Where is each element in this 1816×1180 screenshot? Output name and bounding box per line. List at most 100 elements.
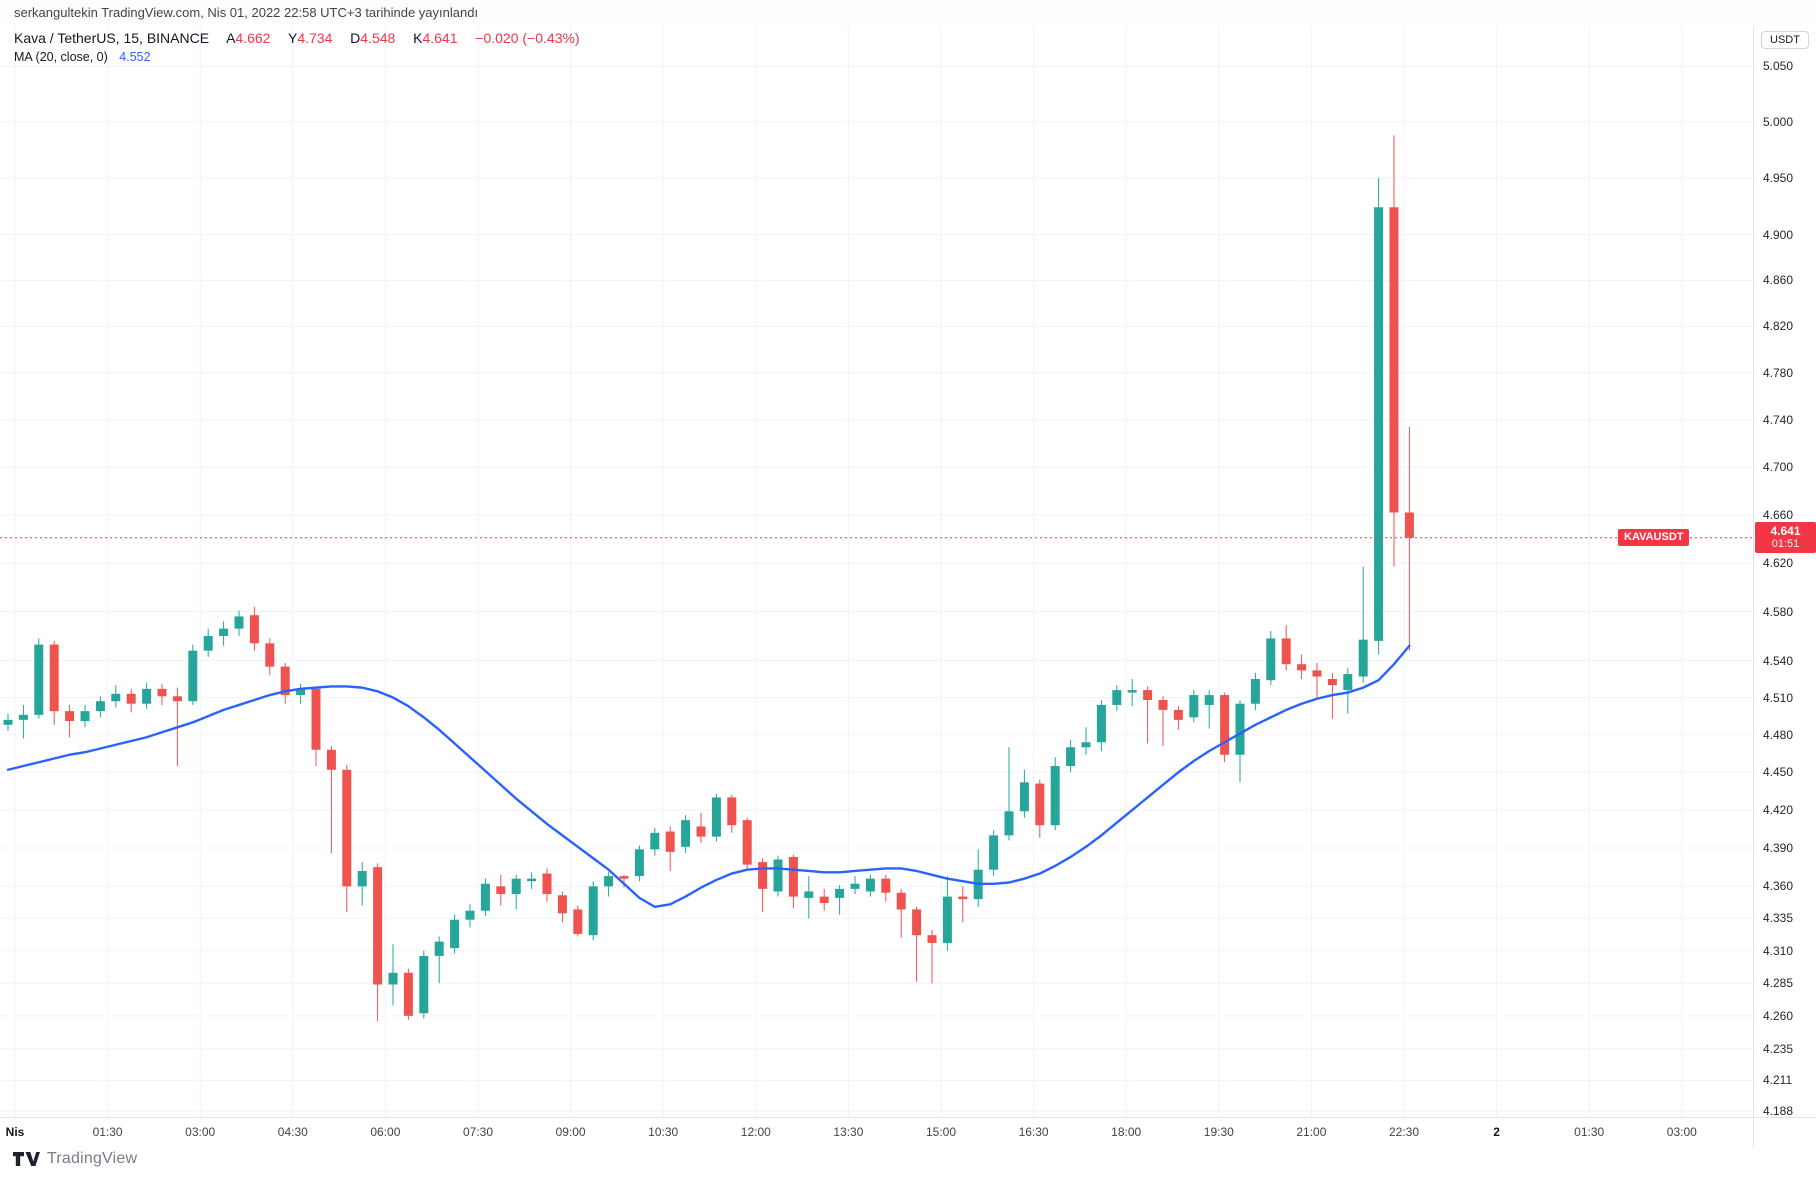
chart-legend: Kava / TetherUS, 15, BINANCE A4.662 Y4.7…	[14, 30, 580, 64]
price-tick-label: 4.660	[1763, 507, 1794, 522]
candle-body	[1173, 709, 1183, 720]
time-tick-label: 01:30	[92, 1125, 123, 1139]
price-tick-label: 4.335	[1763, 911, 1794, 926]
symbol-title[interactable]: Kava / TetherUS, 15, BINANCE	[14, 30, 210, 46]
candle-body	[280, 666, 290, 696]
candle-body	[1235, 703, 1245, 755]
candle-body	[819, 896, 829, 903]
candle-body	[665, 831, 675, 852]
candle-body	[49, 644, 59, 712]
time-tick-label: 2	[1493, 1125, 1500, 1139]
ma-indicator-label[interactable]: MA (20, close, 0)	[14, 50, 108, 64]
price-tick-label: 4.580	[1763, 604, 1794, 619]
candle-body	[696, 826, 706, 837]
ma20-line	[6, 644, 1411, 909]
candle-body	[1112, 690, 1122, 705]
candle-body	[711, 797, 721, 837]
candle-body	[126, 693, 136, 704]
candle-body	[1066, 747, 1076, 767]
candle-body	[619, 876, 629, 879]
candle-body	[634, 849, 644, 877]
candle-body	[326, 749, 336, 770]
candle-body	[373, 867, 383, 985]
candle-body	[1389, 207, 1399, 513]
candle-body	[296, 688, 306, 696]
time-tick-label: 03:00	[185, 1125, 216, 1139]
candle-body	[465, 910, 475, 920]
time-tick-label: Nis	[5, 1125, 25, 1139]
tradingview-logo[interactable]: TradingView	[12, 1150, 137, 1168]
candle-body	[758, 862, 768, 889]
candle-body	[1404, 512, 1414, 538]
price-change: −0.020 (−0.43%)	[475, 30, 580, 46]
currency-toggle-button[interactable]: USDT	[1761, 31, 1809, 49]
price-tick-label: 4.360	[1763, 879, 1794, 894]
candle-body	[989, 835, 999, 870]
price-tick-label: 4.188	[1763, 1104, 1794, 1118]
tradingview-logo-icon	[13, 1152, 40, 1166]
candle-body	[342, 769, 352, 887]
time-tick-label: 03:00	[1666, 1125, 1697, 1139]
candle-body	[1297, 664, 1307, 671]
candle-body	[1081, 742, 1091, 748]
candle-body	[1204, 695, 1214, 705]
time-tick-label: 06:00	[370, 1125, 401, 1139]
price-tick-label: 4.480	[1763, 727, 1794, 742]
price-tick-label: 4.860	[1763, 273, 1794, 288]
candle-body	[311, 688, 321, 750]
candle-body	[1050, 766, 1060, 826]
price-tick-label: 4.211	[1763, 1073, 1793, 1088]
price-tick-label: 4.260	[1763, 1008, 1794, 1023]
time-tick-label: 10:30	[648, 1125, 679, 1139]
candle-body	[896, 892, 906, 910]
ohlc-high: Y4.734	[288, 30, 333, 46]
candle-body	[157, 688, 167, 697]
price-tick-label: 5.000	[1763, 114, 1794, 129]
candle-body	[527, 878, 537, 882]
price-tick-label: 4.780	[1763, 365, 1794, 380]
candle-body	[942, 896, 952, 943]
candle-body	[1281, 638, 1291, 665]
candlestick-chart-svg	[0, 26, 1753, 1117]
price-tick-label: 4.450	[1763, 765, 1794, 780]
candle-body	[1343, 674, 1353, 691]
chart-canvas[interactable]	[0, 0, 1753, 1117]
candle-body	[111, 693, 121, 702]
time-tick-label: 04:30	[277, 1125, 308, 1139]
price-tick-label: 4.700	[1763, 460, 1794, 475]
candle-body	[1312, 670, 1322, 677]
candle-body	[403, 972, 413, 1016]
last-price-value: 4.641	[1770, 523, 1801, 538]
candle-body	[434, 941, 444, 956]
candle-body	[850, 883, 860, 889]
candle-body	[249, 615, 259, 644]
candle-body	[573, 909, 583, 934]
time-tick-label: 13:30	[833, 1125, 864, 1139]
candle-body	[804, 891, 814, 898]
price-tick-label: 4.950	[1763, 170, 1794, 185]
candle-body	[265, 643, 275, 667]
time-tick-label: 21:00	[1296, 1125, 1327, 1139]
bar-countdown: 01:51	[1771, 537, 1800, 550]
time-tick-label: 01:30	[1574, 1125, 1605, 1139]
candle-body	[65, 711, 75, 722]
candle-body	[542, 873, 552, 895]
time-axis[interactable]: Nis 01:30 03:00 04:30 06:00 07:30 09:00 10:30 12…	[0, 1117, 1753, 1148]
price-axis[interactable]: USDT 5.050 5.000 4.950 4.900 4.860 4.820 4.780…	[1753, 26, 1816, 1118]
time-tick-label: 19:30	[1203, 1125, 1234, 1139]
candle-body	[1327, 678, 1337, 686]
candle-body	[835, 888, 845, 898]
candle-body	[511, 878, 521, 895]
ohlc-open: A4.662	[226, 30, 271, 46]
candle-body	[1096, 704, 1106, 743]
price-tick-label: 5.050	[1763, 59, 1794, 74]
attribution-bar: serkangultekin TradingView.com, Nis 01, …	[0, 0, 1816, 26]
ohlc-close: K4.641	[413, 30, 458, 46]
price-tick-label: 4.740	[1763, 412, 1794, 427]
tradingview-logo-text: TradingView	[47, 1150, 138, 1167]
candle-body	[727, 797, 737, 826]
price-tick-label: 4.820	[1763, 319, 1794, 334]
candle-body	[18, 714, 28, 720]
candle-body	[1143, 690, 1153, 700]
candle-body	[388, 972, 398, 985]
